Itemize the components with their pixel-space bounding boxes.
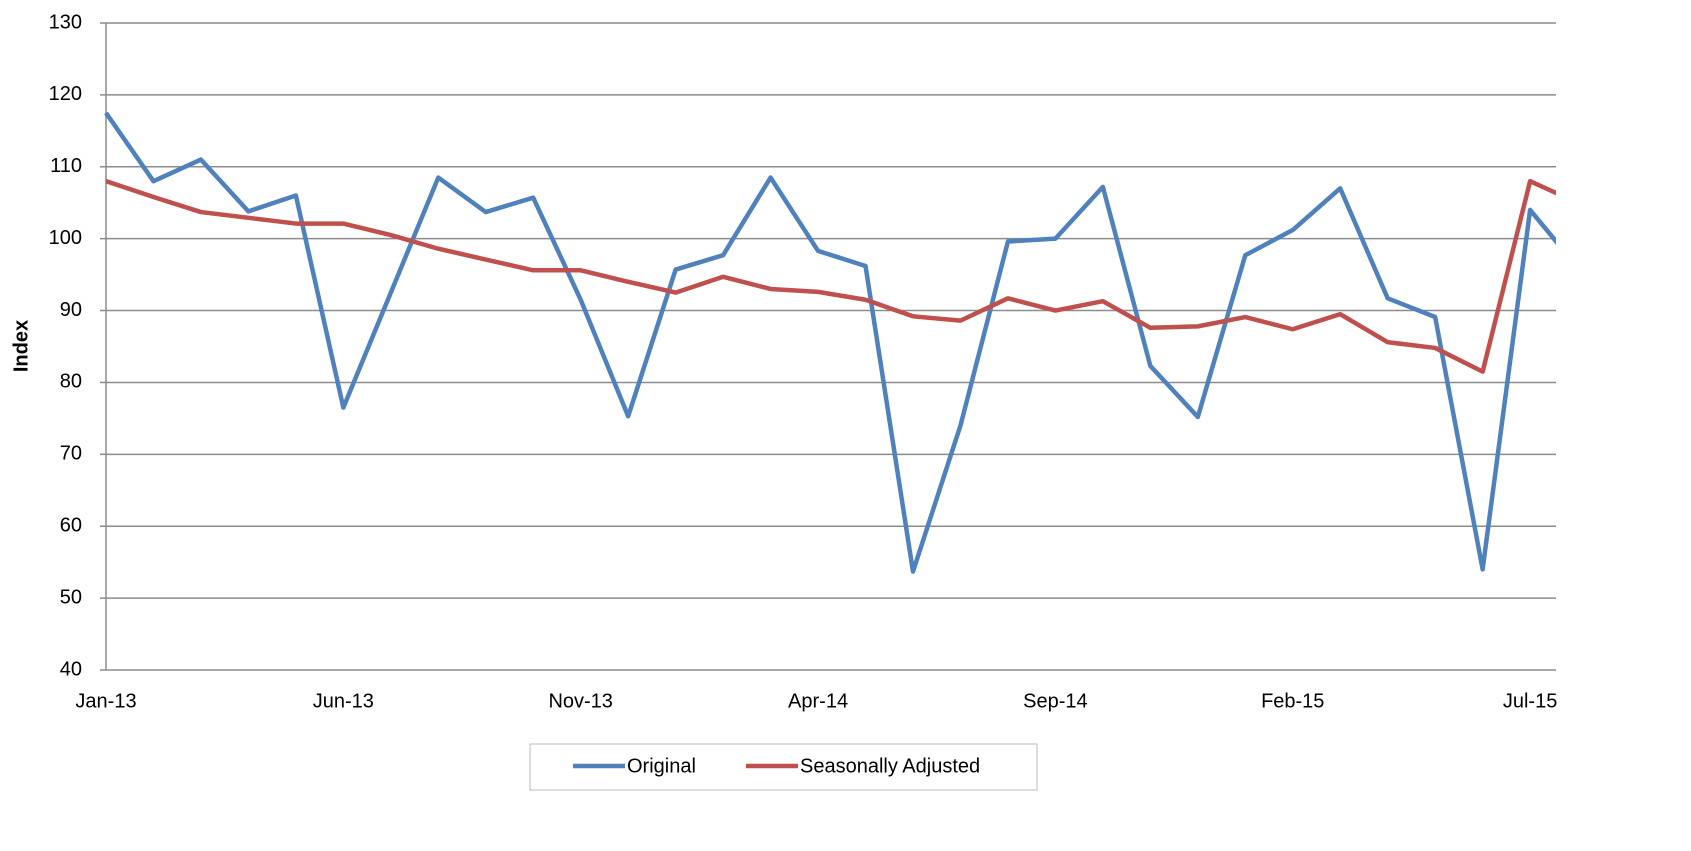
x-tick-label: Sep-14	[1023, 690, 1088, 712]
x-tick-label: Apr-14	[788, 690, 848, 712]
legend-label: Seasonally Adjusted	[800, 755, 980, 777]
y-tick-label: 80	[60, 371, 82, 393]
y-tick-label: 60	[60, 515, 82, 537]
y-tick-label: 110	[50, 155, 82, 177]
y-tick-label: 90	[60, 299, 82, 321]
x-tick-label: Jan-13	[75, 690, 136, 712]
line-series	[105, 178, 1556, 374]
y-tick-label: 130	[49, 11, 82, 33]
legend-label: Original	[627, 755, 696, 777]
y-tick-label: 40	[60, 658, 82, 680]
x-tick-label: Nov-13	[548, 690, 612, 712]
x-tick-label: Jun-13	[313, 690, 374, 712]
y-tick-label: 100	[49, 227, 82, 249]
x-tick-label: Feb-15	[1261, 690, 1324, 712]
y-tick-label: 120	[49, 83, 82, 105]
line-series	[104, 111, 1556, 574]
y-tick-label: 50	[60, 586, 82, 608]
x-tick-label: Jul-15	[1503, 690, 1557, 712]
y-tick-label: 70	[60, 443, 82, 465]
plot-area	[104, 111, 1556, 574]
y-axis-label: Index	[10, 320, 32, 372]
